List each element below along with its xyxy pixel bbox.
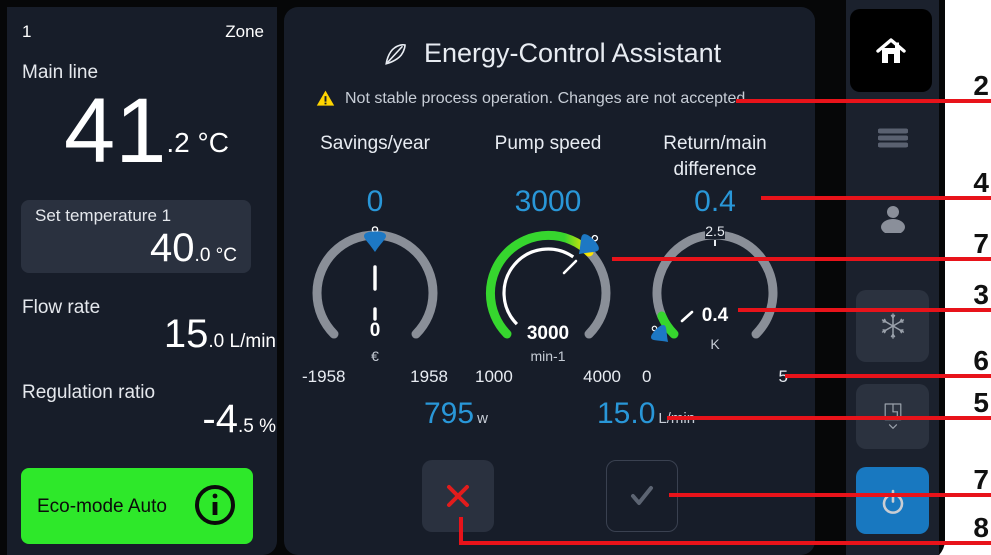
- svg-text:0: 0: [370, 320, 381, 341]
- svg-text:3000: 3000: [527, 323, 569, 344]
- svg-text:K: K: [710, 336, 720, 352]
- svg-text:€: €: [371, 348, 379, 364]
- svg-text:min-1: min-1: [530, 348, 565, 364]
- svg-text:0.4: 0.4: [702, 305, 729, 326]
- svg-text:2.5: 2.5: [705, 223, 725, 239]
